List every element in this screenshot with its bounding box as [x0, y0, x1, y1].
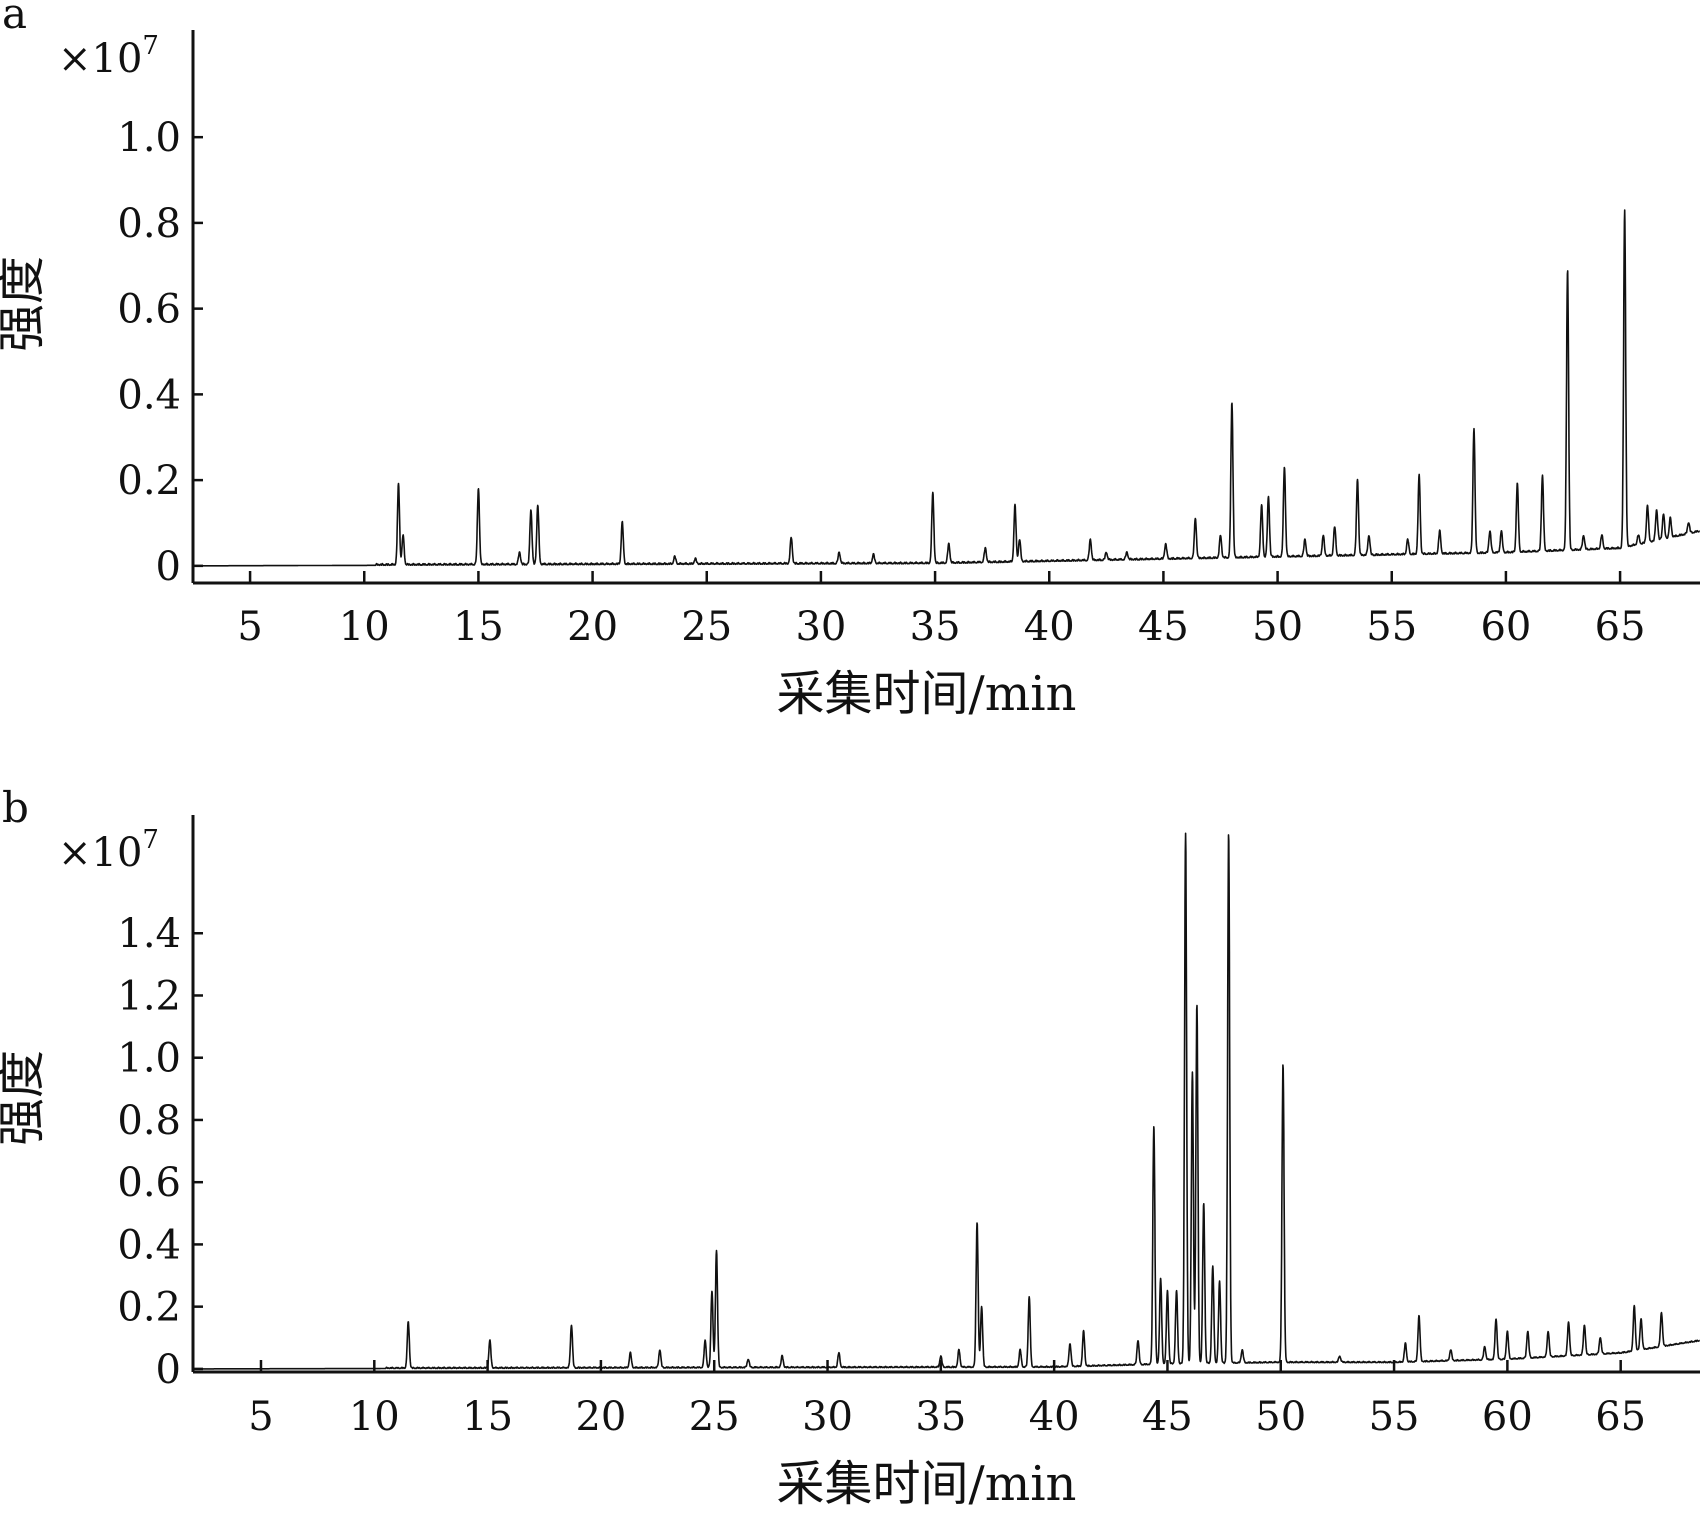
chart-b-x-tick-label: 45 [1142, 1394, 1193, 1440]
chart-b-y-tick-label: 1.4 [117, 911, 181, 957]
chart-b-x-tick-label: 40 [1029, 1394, 1080, 1440]
chart-b-x-axis-title: 采集时间/min [777, 1456, 1077, 1512]
chart-a-panel-letter: a [2, 0, 27, 38]
chart-b-y-tick-label: 0.4 [117, 1222, 181, 1268]
chart-a-y-tick-label: 0.8 [117, 201, 181, 247]
chart-b-x-tick-label: 65 [1595, 1394, 1646, 1440]
chart-a-x-tick-label: 45 [1138, 604, 1189, 650]
chart-b-scale-exponent: 7 [142, 825, 159, 855]
chart-b-y-tick-label: 0.6 [117, 1160, 181, 1206]
chart-a-x-tick-label: 35 [910, 604, 961, 650]
chart-a-y-tick-label: 0 [156, 544, 181, 590]
chart-a-x-tick-label: 25 [681, 604, 732, 650]
chart-a-y-axis-title: 强度 [0, 256, 50, 352]
chart-b-x-tick-label: 60 [1482, 1394, 1533, 1440]
chart-a-x-tick-label: 60 [1480, 604, 1531, 650]
chart-a-y-tick-label: 0.4 [117, 372, 181, 418]
chart-b-panel-letter: b [2, 783, 29, 832]
chart-a-signal-line [192, 209, 1700, 567]
chart-b-x-tick-label: 50 [1255, 1394, 1306, 1440]
chart-b-y-tick-label: 0.8 [117, 1098, 181, 1144]
chart-a-y-tick-label: 0.2 [117, 458, 181, 504]
chart-b-x-tick-label: 15 [462, 1394, 513, 1440]
chart-a-x-tick-label: 55 [1366, 604, 1417, 650]
chart-b-panel: 0 0.2 0.4 0.6 0.8 1.0 1.2 1.4 5 10 15 20 25 30 35 40 45 5… [0, 783, 1700, 1512]
chart-b-y-tick-label: 1.0 [117, 1036, 181, 1082]
chart-a-x-tick-label: 5 [237, 604, 262, 650]
chart-b-scale-multiplier: ×107 [58, 825, 159, 876]
chart-a-x-tick-label: 15 [453, 604, 504, 650]
chart-a-y-tick-label: 0.6 [117, 287, 181, 333]
chart-b-x-tick-label: 55 [1369, 1394, 1420, 1440]
chart-a-x-tick-label: 65 [1595, 604, 1646, 650]
chart-a-x-tick-label: 50 [1252, 604, 1303, 650]
chart-b-y-tick-label: 1.2 [117, 973, 181, 1019]
chart-a-x-tick-label: 20 [567, 604, 618, 650]
chart-a-panel: 0 0.2 0.4 0.6 0.8 1.0 5 10 15 20 25 30 35 40 45 50 55 60 6… [0, 0, 1700, 722]
chart-a-y-tick-label: 1.0 [117, 115, 181, 161]
chart-b-x-tick-label: 30 [802, 1394, 853, 1440]
chart-b-x-tick-label: 35 [915, 1394, 966, 1440]
chart-a-x-tick-label: 30 [795, 604, 846, 650]
chart-a-scale-exponent: 7 [142, 31, 159, 61]
chart-b-y-tick-label: 0.2 [117, 1285, 181, 1331]
chart-b-x-tick-label: 20 [575, 1394, 626, 1440]
chart-a-x-axis-title: 采集时间/min [777, 666, 1077, 722]
chart-b-signal-line [192, 832, 1700, 1370]
chart-b-y-axis-title: 强度 [0, 1050, 50, 1146]
chart-b-x-tick-label: 10 [349, 1394, 400, 1440]
chart-b-y-tick-label: 0 [156, 1347, 181, 1393]
chart-a-scale-multiplier: ×107 [58, 31, 159, 82]
chart-a-x-tick-label: 40 [1024, 604, 1075, 650]
chart-b-x-tick-label: 5 [248, 1394, 273, 1440]
chart-b-x-tick-label: 25 [689, 1394, 740, 1440]
chart-a-x-tick-label: 10 [339, 604, 390, 650]
